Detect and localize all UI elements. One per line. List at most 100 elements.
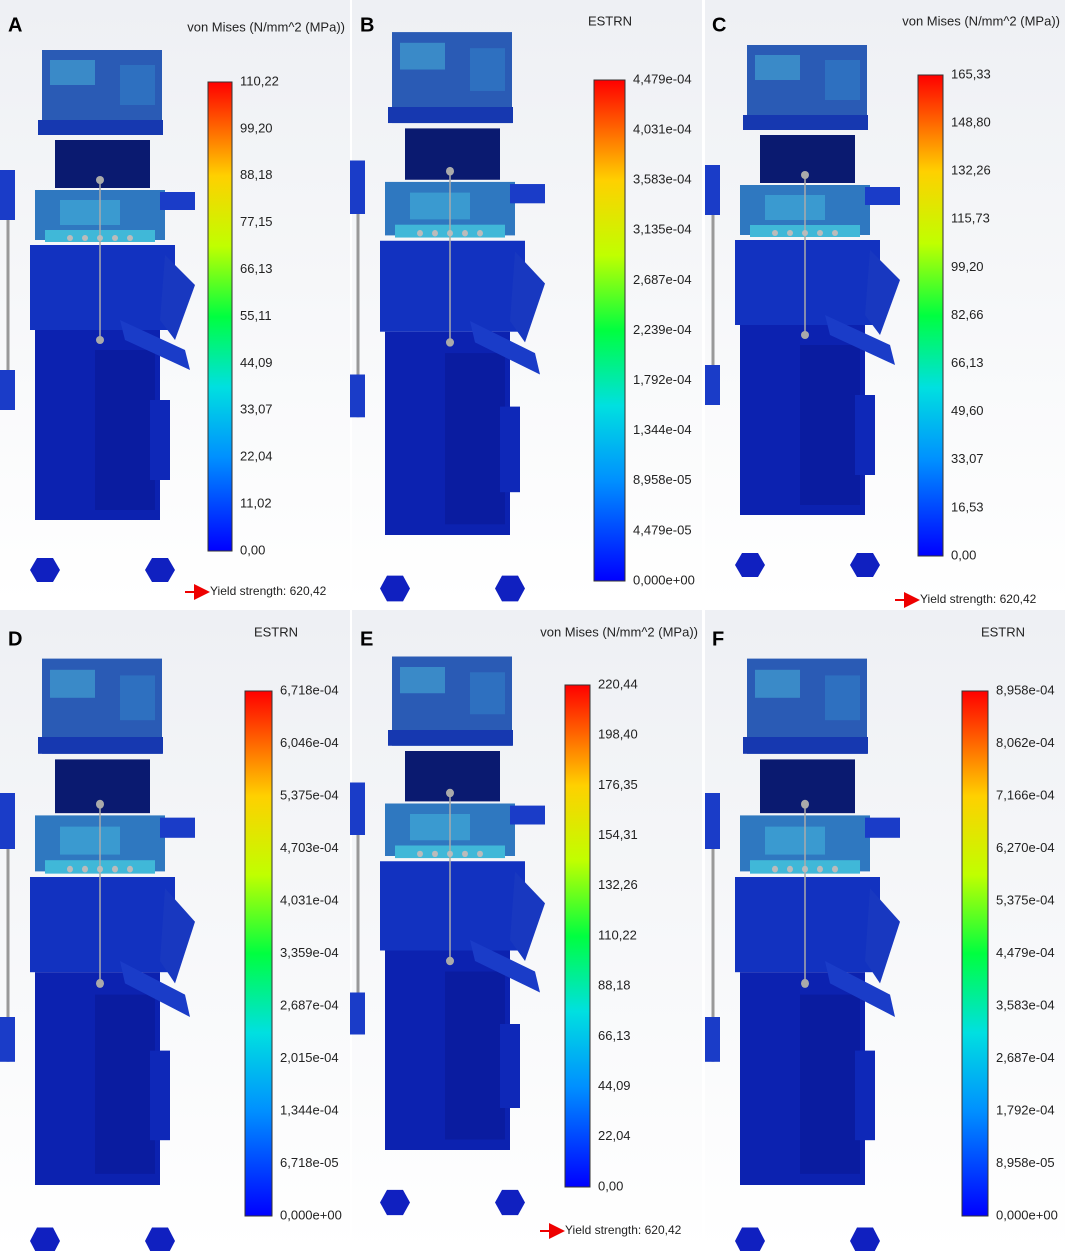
chute <box>510 251 545 343</box>
scale-label: 5,375e-04 <box>996 892 1055 907</box>
part <box>410 814 470 841</box>
part <box>120 65 155 105</box>
scale-label: 220,44 <box>598 676 638 691</box>
scale-label: 2,687e-04 <box>996 1050 1055 1065</box>
scale-label: 49,60 <box>951 403 984 418</box>
panel-letter: F <box>712 628 724 650</box>
body <box>735 240 880 325</box>
bolt <box>772 230 778 236</box>
model <box>0 50 195 582</box>
scale-label: 132,26 <box>951 163 991 178</box>
part <box>60 826 120 855</box>
scale-label: 6,046e-04 <box>280 735 339 750</box>
part <box>120 675 155 721</box>
scale-label: 2,015e-04 <box>280 1050 339 1065</box>
part <box>865 187 900 205</box>
bolt <box>817 230 823 236</box>
scale-label: 66,13 <box>240 261 273 276</box>
legend-title: ESTRN <box>588 13 632 28</box>
pin <box>801 171 809 179</box>
panel-letter: E <box>360 628 373 650</box>
pin <box>446 338 454 347</box>
scale-label: 22,04 <box>598 1128 631 1143</box>
foot <box>850 553 880 577</box>
scale-label: 1,344e-04 <box>280 1102 339 1117</box>
bolt <box>772 865 778 873</box>
part <box>50 669 95 698</box>
scale-label: 110,22 <box>240 73 279 88</box>
part <box>0 793 15 849</box>
bolt <box>832 865 838 873</box>
scale-label: 8,958e-04 <box>996 682 1055 697</box>
bolt <box>432 850 438 858</box>
foot <box>380 575 410 602</box>
part <box>500 406 520 493</box>
colorbar <box>564 684 591 1188</box>
scale-label: 115,73 <box>951 211 990 226</box>
part <box>410 192 470 220</box>
panel: D ESTRN 6,718e-04 6,046e-04 5,375e-04 4,703e-… <box>0 610 350 1255</box>
part <box>388 107 513 124</box>
part <box>705 365 720 405</box>
scale-label: 82,66 <box>951 307 984 322</box>
scale-label: 0,000e+00 <box>280 1207 342 1222</box>
scale-label: 132,26 <box>598 877 638 892</box>
part <box>825 60 860 100</box>
part <box>0 170 15 220</box>
pin <box>446 788 454 798</box>
legend-title: von Mises (N/mm^2 (MPa)) <box>902 13 1060 28</box>
bolt <box>127 865 133 873</box>
chute <box>865 888 900 984</box>
scale-label: 3,583e-04 <box>633 172 692 187</box>
bolt <box>477 850 483 858</box>
chute <box>160 255 195 340</box>
foot <box>735 553 765 577</box>
part <box>160 817 195 838</box>
scale-label: 1,344e-04 <box>633 422 692 437</box>
foot <box>380 1189 410 1216</box>
scale-label: 8,062e-04 <box>996 735 1055 750</box>
pin <box>96 978 104 988</box>
bolt <box>127 235 133 241</box>
pin <box>801 978 809 988</box>
scale-label: 44,09 <box>240 355 273 370</box>
part <box>865 817 900 838</box>
scale-label: 0,00 <box>240 542 265 557</box>
body <box>380 861 525 951</box>
part <box>800 345 860 505</box>
scale-label: 7,166e-04 <box>996 787 1055 802</box>
scale-label: 66,13 <box>598 1028 631 1043</box>
foot <box>30 558 60 582</box>
part <box>150 400 170 480</box>
part <box>855 1050 875 1141</box>
part <box>60 200 120 225</box>
scale-label: 4,479e-04 <box>996 945 1055 960</box>
scale-label: 2,239e-04 <box>633 322 692 337</box>
scale-label: 4,479e-04 <box>633 71 692 86</box>
body <box>735 877 880 973</box>
legend-title: von Mises (N/mm^2 (MPa)) <box>540 624 698 639</box>
part <box>445 971 505 1140</box>
part <box>500 1024 520 1108</box>
part <box>855 395 875 475</box>
part <box>825 675 860 721</box>
scale-label: 8,958e-05 <box>996 1155 1055 1170</box>
model <box>705 45 900 577</box>
foot <box>735 1227 765 1255</box>
chute <box>470 321 540 375</box>
scale-label: 33,07 <box>240 402 273 417</box>
colorbar <box>593 79 626 582</box>
body <box>30 245 175 330</box>
part <box>705 1017 720 1062</box>
scale-label: 4,031e-04 <box>633 122 692 137</box>
bolt <box>462 850 468 858</box>
part <box>160 192 195 210</box>
foot <box>850 1227 880 1255</box>
scale-label: 110,22 <box>598 927 637 942</box>
part <box>350 782 365 835</box>
scale-label: 6,718e-04 <box>280 682 339 697</box>
scale-label: 0,000e+00 <box>996 1207 1058 1222</box>
scale-label: 0,00 <box>598 1178 623 1193</box>
chute <box>865 250 900 335</box>
